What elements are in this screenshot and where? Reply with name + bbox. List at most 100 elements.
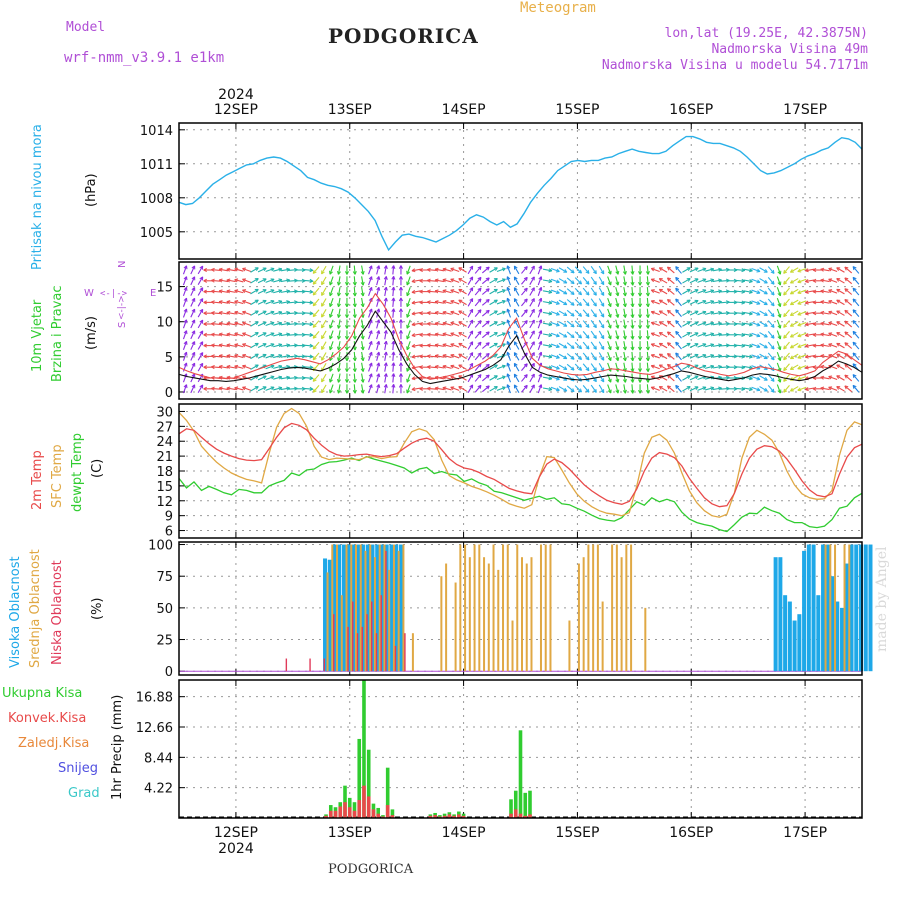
- wind-arrowhead: [675, 298, 677, 303]
- cloud-bar-high: [835, 601, 840, 672]
- wind-arrowhead: [427, 312, 431, 316]
- wind-arrowhead: [362, 346, 365, 351]
- wind-arrowhead: [852, 298, 855, 303]
- wind-arrowhead: [556, 301, 560, 305]
- wind-arrowhead: [548, 333, 553, 336]
- wind-arrowhead: [234, 333, 238, 337]
- wind-arrow: [844, 320, 853, 328]
- wind-arrow: [427, 323, 437, 325]
- wind-arrowhead: [666, 385, 670, 390]
- wind-arrowhead: [383, 362, 387, 366]
- wind-arrowhead: [556, 279, 560, 283]
- wind-arrow: [280, 290, 290, 293]
- wind-arrowhead: [406, 325, 411, 329]
- wind-arrow: [720, 377, 730, 379]
- wind-arrow: [481, 320, 490, 328]
- wind-arrow: [689, 375, 699, 381]
- wind-arrow: [615, 384, 619, 394]
- wind-arrowhead: [556, 311, 560, 316]
- cloud-bar-high: [840, 607, 845, 672]
- compass-e: E: [150, 288, 157, 299]
- wind-arrow: [353, 351, 356, 361]
- wind-arrow: [250, 288, 259, 295]
- wind-arrow: [712, 355, 722, 358]
- wind-arrow: [582, 363, 590, 372]
- wind-arrow: [776, 287, 781, 297]
- wind-arrowhead: [820, 366, 824, 369]
- cloud-bar-mid: [625, 544, 628, 672]
- wind-arrowhead: [741, 343, 746, 347]
- wind-arrow: [790, 386, 799, 392]
- wind-arrowhead: [226, 322, 230, 326]
- wind-arrowhead: [564, 333, 568, 338]
- wind-arrow: [776, 373, 781, 383]
- wind-arrow: [767, 309, 775, 318]
- wind-arrow: [474, 363, 482, 372]
- wind-arrowhead: [226, 301, 230, 305]
- wind-arrowhead: [639, 389, 643, 394]
- wind-arrow: [489, 299, 498, 306]
- wind-arrowhead: [427, 333, 431, 337]
- wind-arrow: [697, 386, 707, 391]
- cloud-bar-high: [360, 544, 365, 672]
- wind-arrowhead: [383, 276, 387, 280]
- wind-arrowhead: [354, 357, 357, 362]
- wind-arrowhead: [411, 302, 416, 305]
- wind-arrowhead: [587, 291, 590, 296]
- wind-arrow: [474, 266, 482, 274]
- wind-arrowhead: [852, 331, 855, 335]
- wind-arrow: [257, 267, 267, 273]
- cloud-bar-mid: [516, 544, 519, 672]
- wind-arrow: [828, 289, 838, 294]
- wind-arrow: [250, 267, 259, 273]
- wind-arrow: [582, 309, 590, 318]
- wind-arrowhead: [321, 282, 325, 286]
- wind-arrowhead: [485, 309, 490, 312]
- wind-arrow: [273, 333, 283, 337]
- wind-arrowhead: [725, 311, 730, 314]
- wind-arrow: [667, 266, 675, 274]
- wind-arrowhead: [278, 364, 283, 367]
- wind-arrowhead: [624, 270, 627, 275]
- wind-arrow: [566, 309, 575, 317]
- wind-arrow: [615, 341, 619, 351]
- wind-arrow: [529, 287, 535, 296]
- wind-arrow: [273, 289, 283, 294]
- wind-arrow: [458, 288, 467, 295]
- wind-arrowhead: [242, 332, 246, 337]
- precip-conv-bar: [433, 815, 437, 818]
- wind-arrowhead: [666, 320, 670, 325]
- model-label: Model: [66, 20, 106, 35]
- wind-arrow: [211, 344, 221, 347]
- wind-arrowhead: [354, 335, 357, 340]
- wind-arrow: [442, 300, 452, 305]
- wind-arrow: [743, 322, 753, 326]
- wind-arrowhead: [805, 335, 809, 338]
- y-tick-label: 15: [156, 281, 173, 296]
- wind-arrowhead: [294, 278, 298, 281]
- wind-arrow: [257, 310, 267, 316]
- wind-arrow: [521, 330, 528, 339]
- wind-arrow: [797, 278, 807, 283]
- wind-arrowhead: [398, 384, 402, 388]
- wind-arrowhead: [294, 386, 298, 389]
- wind-arrow: [712, 322, 722, 326]
- wind-arrow: [219, 290, 229, 293]
- wind-arrow: [442, 322, 452, 326]
- wind-arrow: [250, 321, 259, 327]
- wind-arrowhead: [675, 309, 677, 314]
- wind-arrowhead: [579, 269, 583, 274]
- wind-arrowhead: [234, 322, 238, 326]
- wind-arrow: [529, 265, 535, 275]
- wind-arrowhead: [199, 362, 203, 366]
- wind-arrowhead: [278, 332, 283, 335]
- wind-arrowhead: [313, 358, 317, 361]
- wind-arrow: [280, 376, 290, 380]
- wind-arrowhead: [844, 277, 847, 282]
- wind-arrow: [226, 290, 236, 293]
- wind-arrowhead: [658, 299, 662, 304]
- precip-conv-bar: [343, 802, 347, 818]
- wind-arrow: [280, 268, 290, 272]
- wind-arrowhead: [765, 387, 768, 392]
